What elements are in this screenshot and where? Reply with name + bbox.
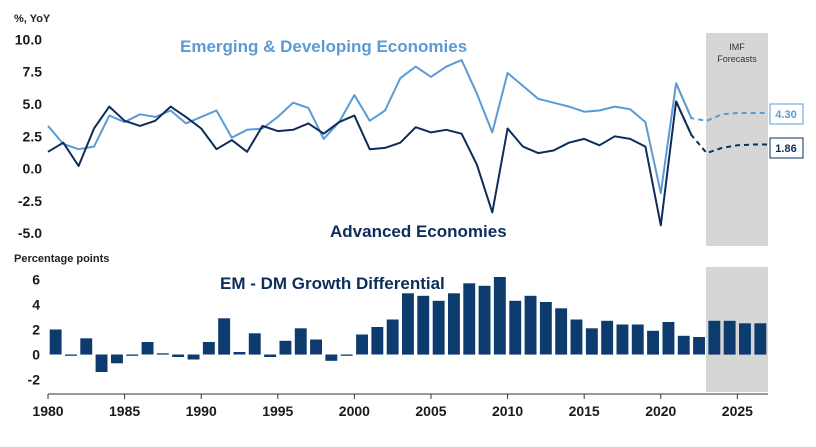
- ae-forecast-line: [675, 100, 768, 155]
- diff-bar: [509, 300, 522, 355]
- diff-bar: [218, 318, 231, 355]
- top-ytick-label: 7.5: [23, 64, 43, 80]
- top-ytick-label: 2.5: [23, 128, 43, 144]
- diff-bar: [693, 337, 705, 355]
- diff-bar: [662, 322, 675, 355]
- diff-bar: [126, 354, 139, 356]
- diff-bar: [172, 354, 185, 357]
- diff-bar: [570, 319, 583, 355]
- diff-title: EM - DM Growth Differential: [220, 274, 445, 293]
- diff-bar: [601, 320, 614, 355]
- diff-bar: [49, 329, 62, 355]
- top-ytick-label: -2.5: [18, 193, 42, 209]
- diff-bar: [448, 293, 460, 355]
- bottom-ytick-label: 2: [32, 322, 40, 338]
- diff-bar: [356, 334, 368, 355]
- diff-bar: [279, 340, 292, 355]
- diff-bar: [631, 324, 644, 355]
- diff-bar: [539, 302, 552, 355]
- diff-bar: [264, 354, 277, 357]
- diff-bar: [386, 319, 399, 355]
- bottom-bars: [49, 277, 767, 372]
- diff-bar: [585, 328, 598, 355]
- forecast-label-2: Forecasts: [717, 54, 757, 64]
- top-yticks: 10.0 7.5 5.0 2.5 0.0 -2.5 -5.0: [15, 31, 42, 241]
- top-ytick-label: 5.0: [23, 96, 43, 112]
- top-ylabel: %, YoY: [14, 13, 51, 25]
- diff-bar: [708, 320, 721, 355]
- diff-bar: [371, 327, 384, 355]
- x-tick-label: 1995: [262, 403, 293, 419]
- diff-bar: [310, 339, 322, 355]
- x-tick-label: 2010: [492, 403, 523, 419]
- diff-bar: [248, 333, 261, 355]
- diff-bar: [402, 293, 414, 355]
- ae-end-label: 1.86: [769, 137, 804, 159]
- diff-bar: [202, 342, 215, 355]
- diff-bar: [677, 335, 690, 355]
- diff-bar: [739, 323, 751, 355]
- diff-bar: [616, 324, 629, 355]
- bottom-ytick-label: 0: [32, 347, 40, 363]
- diff-bar: [111, 354, 123, 364]
- x-tick-label: 1980: [32, 403, 63, 419]
- bottom-ytick-label: -2: [28, 372, 41, 388]
- em-series-title: Emerging & Developing Economies: [180, 37, 467, 56]
- top-ytick-label: 0.0: [23, 161, 43, 177]
- diff-bar: [325, 354, 338, 361]
- diff-bar: [647, 330, 659, 355]
- diff-bar: [233, 352, 246, 355]
- forecast-label-1: IMF: [729, 42, 745, 52]
- em-series-line: [47, 59, 693, 195]
- svg-text:4.30: 4.30: [775, 109, 796, 121]
- diff-bar: [524, 295, 537, 355]
- bottom-yticks: 6 4 2 0 -2: [28, 272, 41, 388]
- x-tick-label: 1990: [186, 403, 217, 419]
- x-tick-label: 2015: [569, 403, 600, 419]
- diff-bar: [340, 354, 353, 356]
- bottom-panel: Percentage points EM - DM Growth Differe…: [14, 253, 768, 419]
- diff-bar: [463, 283, 476, 355]
- diff-bar: [294, 328, 307, 355]
- bottom-ytick-label: 6: [32, 272, 40, 288]
- diff-bar: [187, 354, 200, 360]
- diff-bar: [95, 354, 108, 372]
- em-forecast-line: [675, 82, 768, 122]
- diff-bar: [80, 338, 93, 355]
- ae-series-title: Advanced Economies: [330, 222, 507, 241]
- x-tick-label: 2020: [645, 403, 676, 419]
- top-forecast-shade: [706, 33, 768, 246]
- top-ytick-label: -5.0: [18, 225, 42, 241]
- diff-bar: [65, 354, 77, 356]
- diff-bar: [478, 285, 491, 355]
- x-tick-label: 1985: [109, 403, 140, 419]
- top-lines: [47, 59, 768, 227]
- diff-bar: [723, 320, 736, 355]
- diff-bar: [141, 342, 154, 355]
- em-end-label: 4.30: [769, 103, 804, 125]
- ae-series-line: [47, 100, 693, 227]
- bottom-ylabel: Percentage points: [14, 253, 109, 265]
- diff-bar: [493, 277, 506, 355]
- diff-bar: [432, 300, 445, 355]
- bottom-ytick-label: 4: [32, 297, 40, 313]
- diff-bar: [417, 295, 430, 355]
- top-ytick-label: 10.0: [15, 31, 42, 47]
- diff-bar: [555, 308, 568, 355]
- diff-bar: [156, 353, 169, 355]
- diff-bar: [754, 323, 767, 355]
- x-tick-label: 2025: [722, 403, 753, 419]
- x-tick-label: 2000: [339, 403, 370, 419]
- x-tick-label: 2005: [415, 403, 446, 419]
- bottom-xticks: 1980 1985 1990 1995 2000 2005 2010 2015 2020 2025: [32, 394, 753, 419]
- top-panel: IMF Forecasts %, YoY 10.0 7.5 5.0 2.5 0.0 -2.…: [14, 13, 804, 246]
- svg-text:1.86: 1.86: [775, 143, 796, 155]
